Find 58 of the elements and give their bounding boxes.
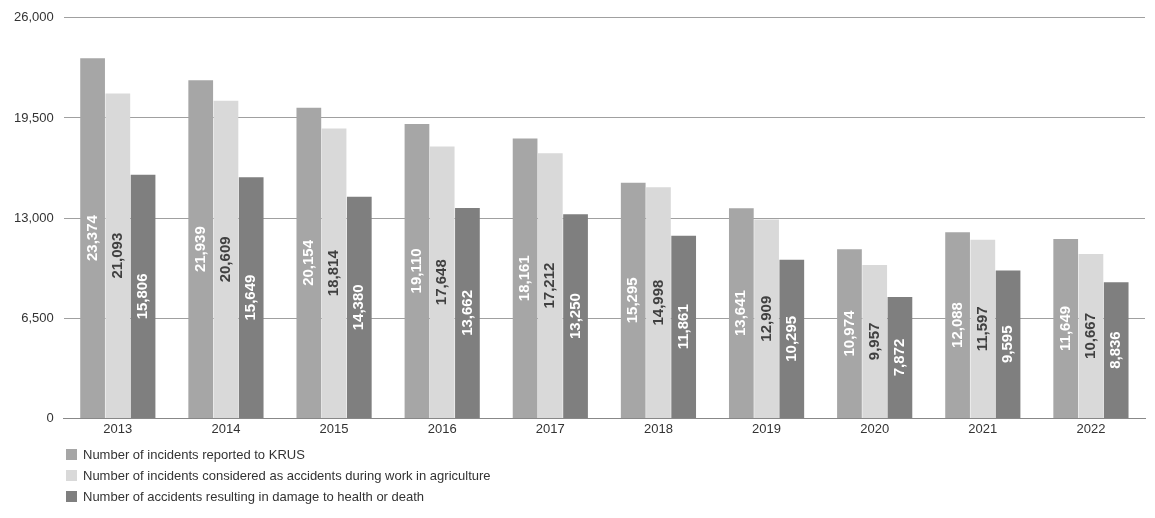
- data-label: 18,161: [515, 255, 533, 302]
- data-label: 10,295: [781, 315, 799, 362]
- bar: [537, 153, 563, 418]
- x-tick-label: 2017: [535, 420, 565, 436]
- data-label: 13,662: [457, 289, 475, 336]
- data-label: 11,649: [1055, 305, 1073, 351]
- data-label: 17,648: [432, 259, 450, 306]
- data-label: 15,806: [133, 273, 151, 320]
- data-label: 14,380: [349, 284, 367, 331]
- y-tick-label: 13,000: [14, 209, 54, 225]
- bar: [970, 239, 996, 418]
- data-label: 13,250: [565, 293, 583, 340]
- data-label: 15,295: [623, 277, 641, 324]
- x-tick-label: 2021: [968, 420, 998, 436]
- data-label: 21,939: [190, 226, 208, 273]
- x-tick-label: 2022: [1076, 420, 1106, 436]
- y-tick-label: 0: [46, 409, 54, 425]
- data-label: 23,374: [82, 214, 100, 262]
- data-label: 10,667: [1081, 313, 1099, 359]
- bar: [754, 219, 779, 418]
- data-label: 9,957: [864, 322, 882, 361]
- bar: [213, 100, 239, 418]
- y-tick-label: 19,500: [14, 109, 54, 125]
- data-label: 12,088: [947, 302, 965, 348]
- y-tick-label: 26,000: [14, 9, 54, 25]
- data-label: 11,861: [673, 304, 691, 350]
- x-tick-label: 2013: [103, 420, 133, 436]
- bar: [1078, 254, 1104, 418]
- data-label: 17,212: [540, 262, 558, 309]
- data-label: 20,154: [298, 239, 316, 286]
- data-label: 11,597: [972, 306, 990, 352]
- data-label: 13,641: [731, 290, 749, 337]
- data-label: 18,814: [324, 249, 342, 297]
- data-label: 20,609: [216, 236, 234, 283]
- data-label: 21,093: [107, 232, 125, 279]
- x-tick-label: 2019: [752, 420, 782, 436]
- data-label: 8,836: [1106, 331, 1124, 369]
- x-tick-label: 2020: [860, 420, 890, 436]
- data-label: 14,998: [648, 279, 666, 326]
- data-label: 12,909: [756, 295, 774, 342]
- bar: [646, 187, 671, 418]
- bar: [862, 264, 888, 418]
- bar: [105, 93, 131, 418]
- data-label: 9,595: [998, 325, 1016, 364]
- legend-label: Number of incidents considered as accidents during work in agriculture: [83, 468, 491, 483]
- x-tick-label: 2018: [643, 420, 673, 436]
- legend-label: Number of incidents reported to KRUS: [83, 447, 305, 462]
- y-tick-label: 6,500: [21, 309, 54, 325]
- bar: [321, 128, 347, 418]
- x-tick-label: 2014: [211, 420, 241, 436]
- bar: [429, 146, 455, 418]
- x-tick-label: 2016: [427, 420, 457, 436]
- data-label: 7,872: [890, 338, 908, 377]
- data-label: 10,974: [839, 310, 857, 357]
- data-label: 19,110: [407, 248, 425, 294]
- x-tick-label: 2015: [319, 420, 349, 436]
- legend-label: Number of accidents resulting in damage to health or death: [83, 489, 425, 504]
- data-label: 15,649: [241, 274, 259, 321]
